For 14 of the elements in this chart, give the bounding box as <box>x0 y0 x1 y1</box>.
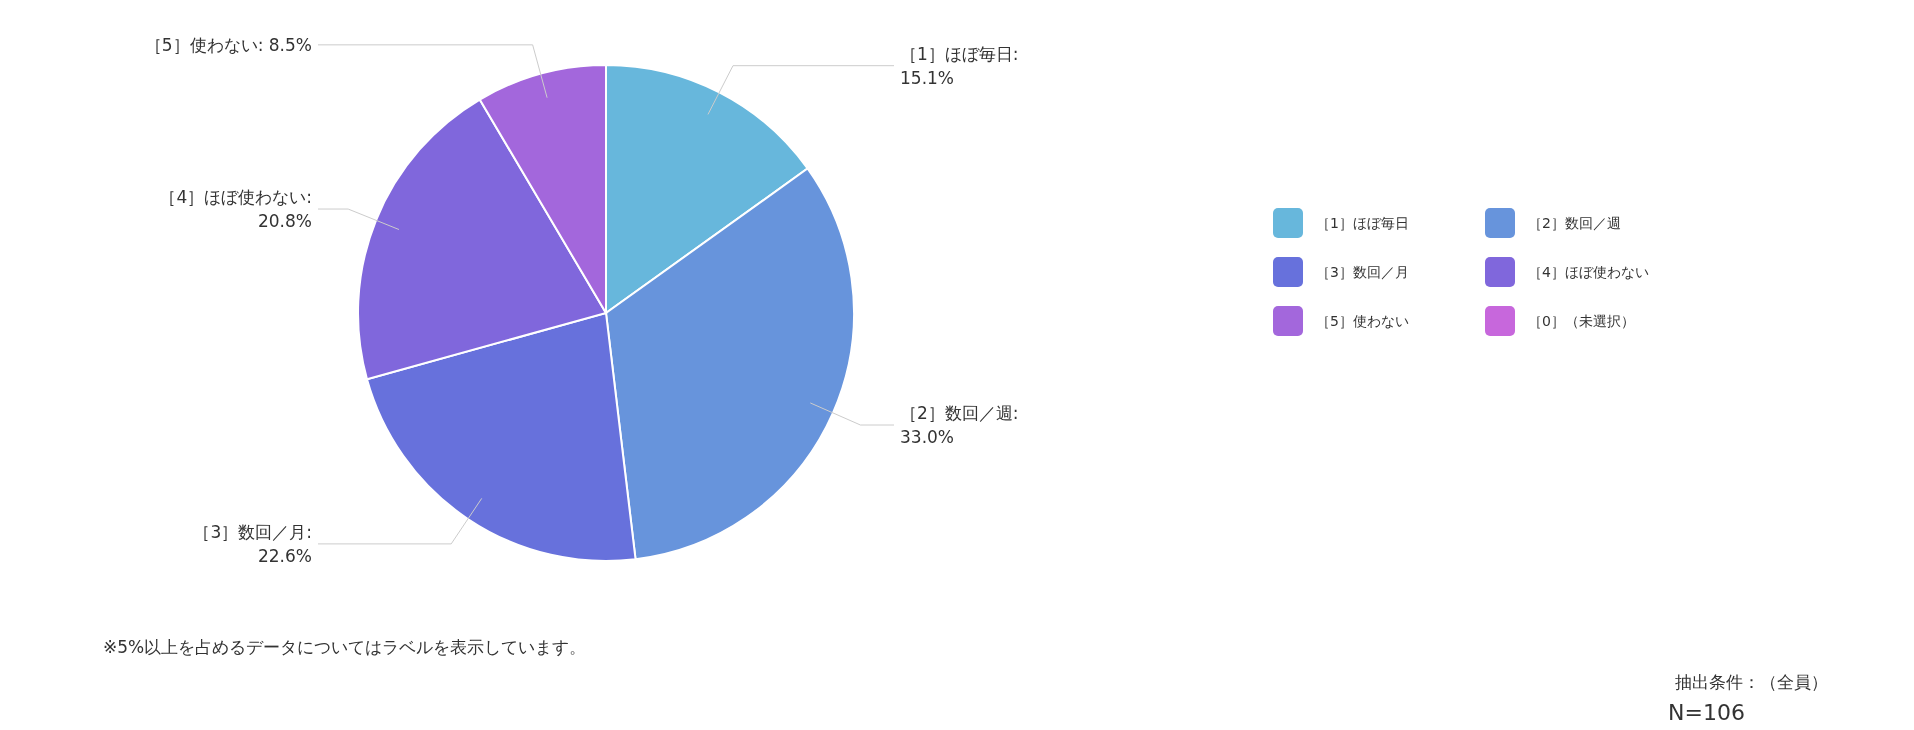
text: N=106 <box>1668 700 1745 725</box>
data-label: ［2］数回／週: 33.0% <box>900 403 1019 448</box>
legend-label: ［4］ほぼ使わない <box>1528 264 1649 280</box>
data-label: ［1］ほぼ毎日: 15.1% <box>900 43 1019 88</box>
legend-label: ［5］使わない <box>1316 313 1409 329</box>
data-label: ［3］数回／月: 22.6% <box>193 521 312 566</box>
data-label: ［5］使わない: 8.5% <box>144 34 312 55</box>
legend-label: ［1］ほぼ毎日 <box>1316 215 1409 231</box>
legend-label: ［2］数回／週 <box>1528 215 1621 231</box>
data-label: ［4］ほぼ使わない: 20.8% <box>159 187 312 232</box>
text: ※5%以上を占めるデータについてはラベルを表示しています。 <box>103 637 587 657</box>
text: 抽出条件：（全員） <box>1675 672 1828 692</box>
legend-label: ［3］数回／月 <box>1316 264 1409 280</box>
legend-label: ［0］（未選択） <box>1528 313 1635 329</box>
